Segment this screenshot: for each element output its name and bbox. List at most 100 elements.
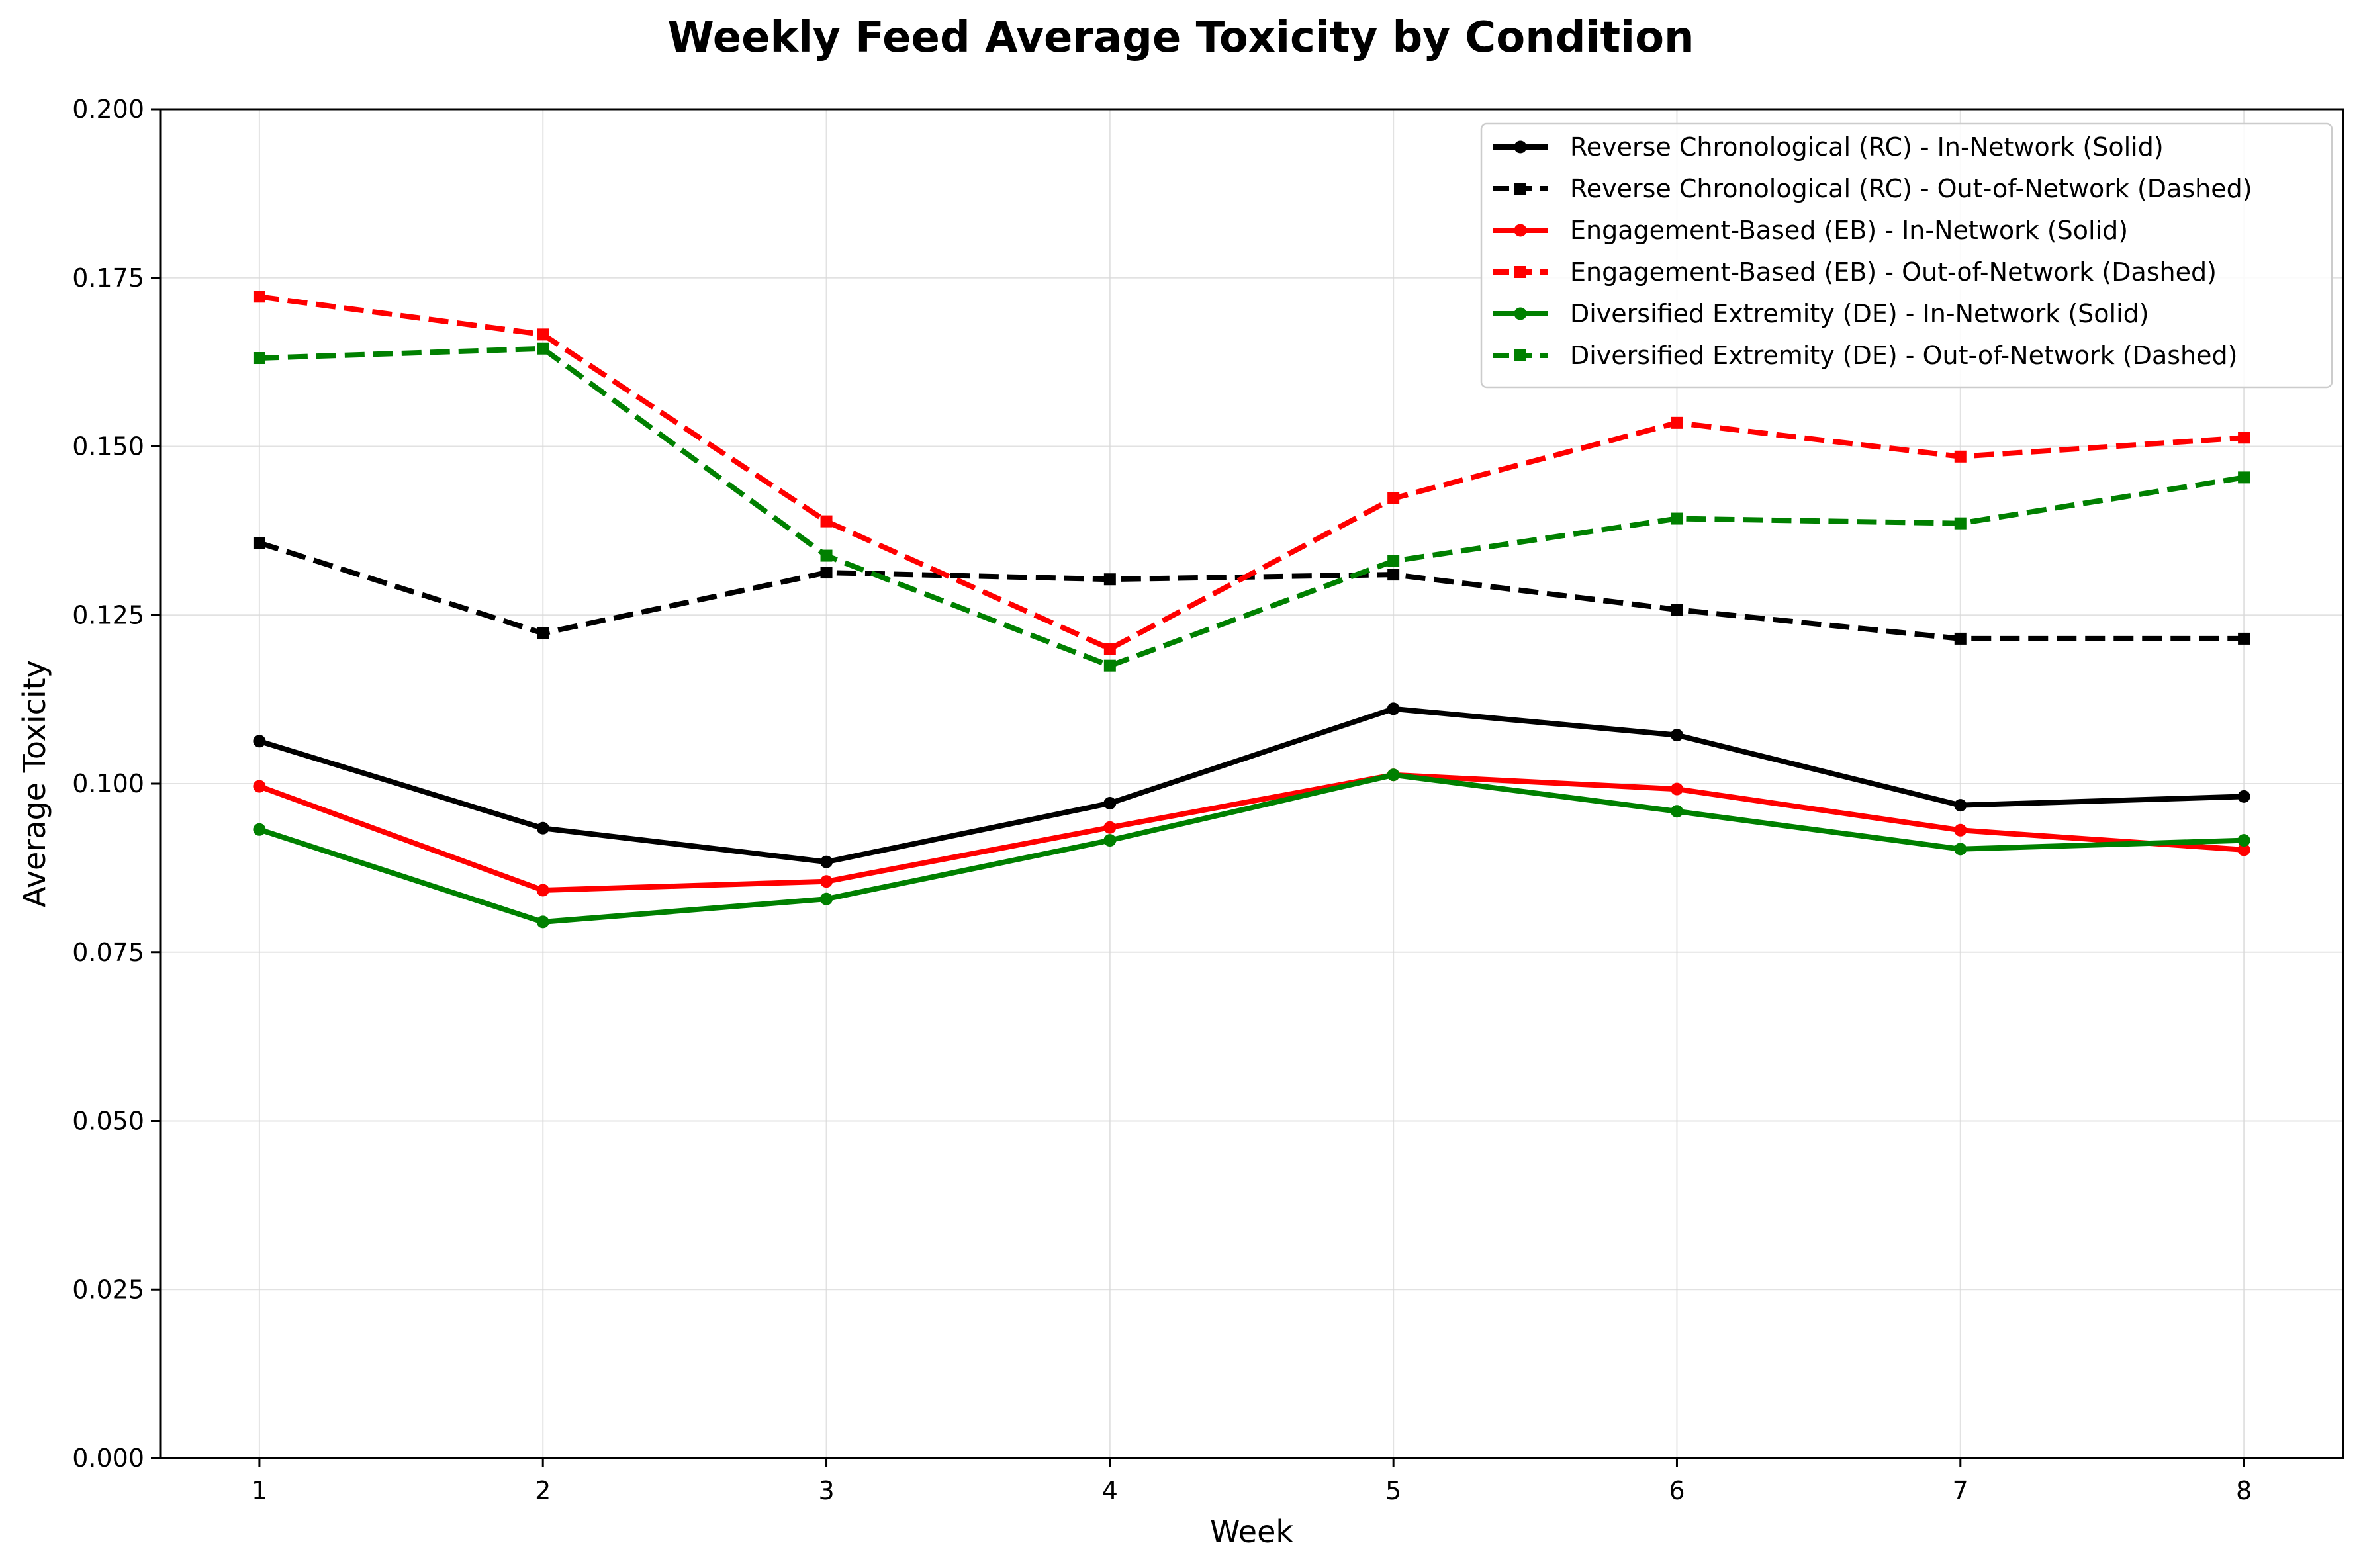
data-point xyxy=(1103,643,1116,655)
data-point xyxy=(1671,512,1683,525)
data-point xyxy=(820,549,833,562)
data-point xyxy=(253,823,266,836)
legend: Reverse Chronological (RC) - In-Network … xyxy=(1480,122,2333,389)
y-axis-label: Average Toxicity xyxy=(17,660,52,907)
data-point xyxy=(1671,416,1683,429)
series-line xyxy=(258,706,2245,865)
legend-swatch-marker xyxy=(1514,183,1526,195)
legend-label: Diversified Extremity (DE) - Out-of-Netw… xyxy=(1570,341,2237,370)
data-point xyxy=(253,537,265,549)
data-point xyxy=(1954,517,1967,530)
legend-label: Engagement-Based (EB) - In-Network (Soli… xyxy=(1570,216,2128,245)
data-point xyxy=(1954,823,1967,837)
y-tick-label: 0.000 xyxy=(72,1444,144,1473)
series-line xyxy=(259,294,2245,652)
data-point xyxy=(820,892,833,905)
data-point xyxy=(2238,471,2250,484)
data-point xyxy=(253,291,265,303)
data-point xyxy=(537,342,549,355)
series-line xyxy=(259,346,2245,669)
series-layer xyxy=(253,291,2250,929)
series-line xyxy=(258,772,2245,893)
data-point xyxy=(537,328,549,341)
x-tick-label: 8 xyxy=(2236,1476,2252,1505)
series-reverse-chronological-rc-out-of-network-dashed xyxy=(253,537,2250,645)
x-tick-label: 6 xyxy=(1669,1476,1685,1505)
y-tick-label: 0.100 xyxy=(72,769,144,798)
series-reverse-chronological-rc-in-network-solid xyxy=(253,702,2250,868)
y-tick-label: 0.025 xyxy=(72,1275,144,1304)
x-axis: 1 2 3 4 5 6 7 8 xyxy=(252,1458,2252,1505)
data-point xyxy=(2238,432,2250,444)
data-point xyxy=(820,875,833,888)
data-point xyxy=(1954,843,1967,856)
data-point xyxy=(253,780,266,793)
legend-swatch-marker xyxy=(1514,224,1527,237)
data-point xyxy=(1103,573,1116,586)
data-point xyxy=(820,515,833,528)
y-tick-label: 0.075 xyxy=(72,938,144,967)
x-tick-label: 3 xyxy=(818,1476,834,1505)
x-tick-label: 4 xyxy=(1102,1476,1118,1505)
data-point xyxy=(536,884,549,897)
y-axis: 0.000 0.025 0.050 0.075 0.100 0.125 0.150 0.175… xyxy=(72,95,160,1473)
data-point xyxy=(1954,632,1967,645)
legend-entry: Reverse Chronological (RC) - Out-of-Netw… xyxy=(1493,174,2252,203)
data-point xyxy=(1670,729,1683,742)
data-point xyxy=(1103,659,1116,672)
data-point xyxy=(1387,555,1400,567)
legend-label: Diversified Extremity (DE) - In-Network … xyxy=(1570,299,2149,328)
legend-label: Reverse Chronological (RC) - Out-of-Netw… xyxy=(1570,174,2252,203)
data-point xyxy=(1387,702,1400,715)
data-point xyxy=(253,735,266,748)
data-point xyxy=(1954,450,1967,463)
data-point xyxy=(1671,604,1683,616)
data-point xyxy=(2238,632,2250,645)
x-tick-label: 7 xyxy=(1953,1476,1968,1505)
legend-entry: Reverse Chronological (RC) - In-Network … xyxy=(1493,132,2164,161)
data-point xyxy=(1103,821,1117,834)
data-point xyxy=(537,627,549,639)
data-point xyxy=(536,915,549,929)
legend-swatch-marker xyxy=(1514,266,1526,278)
y-tick-label: 0.050 xyxy=(72,1107,144,1136)
data-point xyxy=(253,352,265,365)
data-point xyxy=(1387,492,1400,504)
legend-entry: Engagement-Based (EB) - Out-of-Network (… xyxy=(1493,257,2217,287)
series-line xyxy=(258,540,2245,641)
y-tick-label: 0.175 xyxy=(72,263,144,293)
legend-entry: Engagement-Based (EB) - In-Network (Soli… xyxy=(1493,216,2128,245)
plot-frame xyxy=(159,108,2344,1459)
x-tick-label: 5 xyxy=(1385,1476,1401,1505)
legend-label: Engagement-Based (EB) - Out-of-Network (… xyxy=(1570,257,2217,287)
data-point xyxy=(1387,569,1400,581)
series-engagement-based-eb-in-network-solid xyxy=(253,768,2250,897)
chart-title: Weekly Feed Average Toxicity by Conditio… xyxy=(667,13,1694,62)
legend-swatch-marker xyxy=(1514,349,1526,361)
data-point xyxy=(536,821,549,835)
x-axis-label: Week xyxy=(1210,1514,1293,1549)
x-tick-label: 2 xyxy=(535,1476,551,1505)
legend-swatch-marker xyxy=(1514,307,1527,320)
legend-swatch-marker xyxy=(1514,140,1527,154)
series-engagement-based-eb-out-of-network-dashed xyxy=(253,291,2250,655)
data-point xyxy=(820,855,833,868)
y-tick-label: 0.125 xyxy=(72,600,144,629)
data-point xyxy=(1103,834,1117,847)
data-point xyxy=(1387,768,1400,782)
y-tick-label: 0.150 xyxy=(72,432,144,461)
series-diversified-extremity-de-out-of-network-dashed xyxy=(253,342,2250,672)
data-point xyxy=(2237,834,2250,847)
legend-entry: Diversified Extremity (DE) - In-Network … xyxy=(1493,299,2149,328)
x-tick-label: 1 xyxy=(252,1476,267,1505)
data-point xyxy=(1670,805,1683,818)
data-point xyxy=(1670,782,1683,796)
data-point xyxy=(820,567,833,579)
series-diversified-extremity-de-in-network-solid xyxy=(253,768,2250,929)
data-point xyxy=(2237,790,2250,803)
series-line xyxy=(258,772,2245,925)
legend-entry: Diversified Extremity (DE) - Out-of-Netw… xyxy=(1493,341,2237,370)
data-point xyxy=(1954,799,1967,812)
data-point xyxy=(1103,797,1117,810)
y-tick-label: 0.200 xyxy=(72,95,144,124)
